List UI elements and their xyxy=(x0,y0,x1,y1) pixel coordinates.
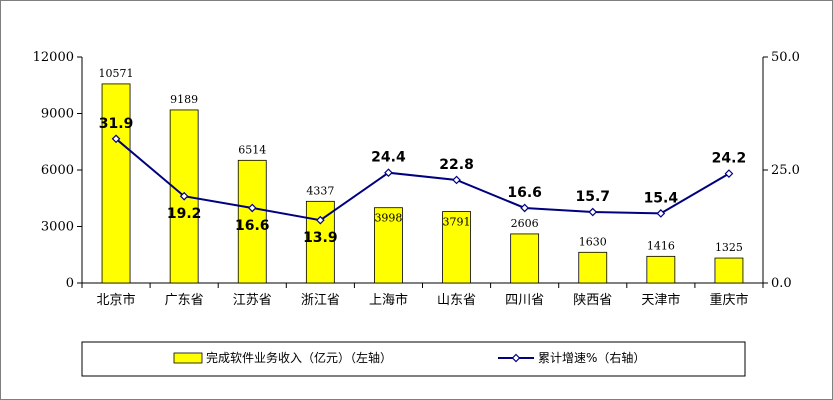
right-tick-label: 0.0 xyxy=(771,276,792,291)
bar-value-label: 1416 xyxy=(647,239,675,252)
left-tick-label: 0 xyxy=(66,276,74,291)
bar xyxy=(169,109,199,284)
growth-point-marker xyxy=(316,215,325,225)
bar-value-label: 1325 xyxy=(715,241,743,254)
growth-value-label: 13.9 xyxy=(303,230,338,246)
bar-value-label: 3998 xyxy=(374,212,402,225)
legend-bar-label: 完成软件业务收入（亿元）（左轴） xyxy=(206,350,392,365)
growth-point-marker xyxy=(656,209,666,218)
right-tick-label: 25.0 xyxy=(771,163,800,178)
bar xyxy=(442,211,471,284)
category-label: 北京市 xyxy=(97,292,136,308)
growth-point-marker xyxy=(724,169,734,178)
category-label: 天津市 xyxy=(641,292,680,308)
left-tick-label: 3000 xyxy=(41,220,74,235)
legend-bar-swatch xyxy=(173,352,203,364)
category-label: 广东省 xyxy=(165,293,204,308)
legend-line-label: 累计增速%（右轴） xyxy=(538,350,645,365)
left-tick-label: 6000 xyxy=(41,163,74,178)
category-label: 四川省 xyxy=(505,293,544,308)
bar xyxy=(305,200,335,284)
growth-point-marker xyxy=(111,134,121,144)
growth-point-marker xyxy=(520,203,529,213)
growth-point-marker xyxy=(588,207,598,217)
growth-value-label: 15.4 xyxy=(644,190,679,206)
left-tick-label: 9000 xyxy=(41,107,74,122)
bar-value-label: 1630 xyxy=(579,235,607,248)
category-label: 浙江省 xyxy=(301,293,340,308)
bar-value-label: 3791 xyxy=(443,216,471,229)
growth-value-label: 19.2 xyxy=(167,206,202,222)
bar-value-label: 6514 xyxy=(238,143,266,156)
bar xyxy=(237,159,267,284)
category-label: 上海市 xyxy=(369,292,408,308)
growth-point-marker xyxy=(247,203,257,213)
bar xyxy=(646,255,676,284)
bar xyxy=(101,83,131,284)
growth-value-label: 16.6 xyxy=(507,185,542,201)
growth-point-marker xyxy=(384,168,393,178)
category-label: 山东省 xyxy=(437,293,476,308)
bar xyxy=(374,207,403,284)
growth-value-label: 31.9 xyxy=(99,116,134,132)
growth-value-label: 15.7 xyxy=(575,189,610,205)
growth-line xyxy=(115,138,730,222)
growth-value-label: 24.2 xyxy=(712,151,747,167)
legend-line-marker xyxy=(511,353,521,363)
growth-value-label: 22.8 xyxy=(439,157,474,173)
left-tick-label: 12000 xyxy=(33,50,74,65)
bar xyxy=(510,233,540,284)
bar xyxy=(578,251,608,284)
bar xyxy=(714,257,744,284)
category-label: 陕西省 xyxy=(573,293,612,308)
bar-value-label: 4337 xyxy=(306,184,334,197)
growth-point-marker xyxy=(179,191,189,201)
growth-point-marker xyxy=(452,175,461,185)
category-label: 重庆市 xyxy=(709,292,748,308)
right-tick-label: 50.0 xyxy=(771,50,800,65)
bar-value-label: 9189 xyxy=(170,93,198,106)
bar-value-label: 10571 xyxy=(99,67,134,80)
bar-value-label: 2606 xyxy=(511,217,539,230)
growth-value-label: 24.4 xyxy=(371,150,406,166)
growth-value-label: 16.6 xyxy=(235,218,270,234)
category-label: 江苏省 xyxy=(233,292,272,308)
